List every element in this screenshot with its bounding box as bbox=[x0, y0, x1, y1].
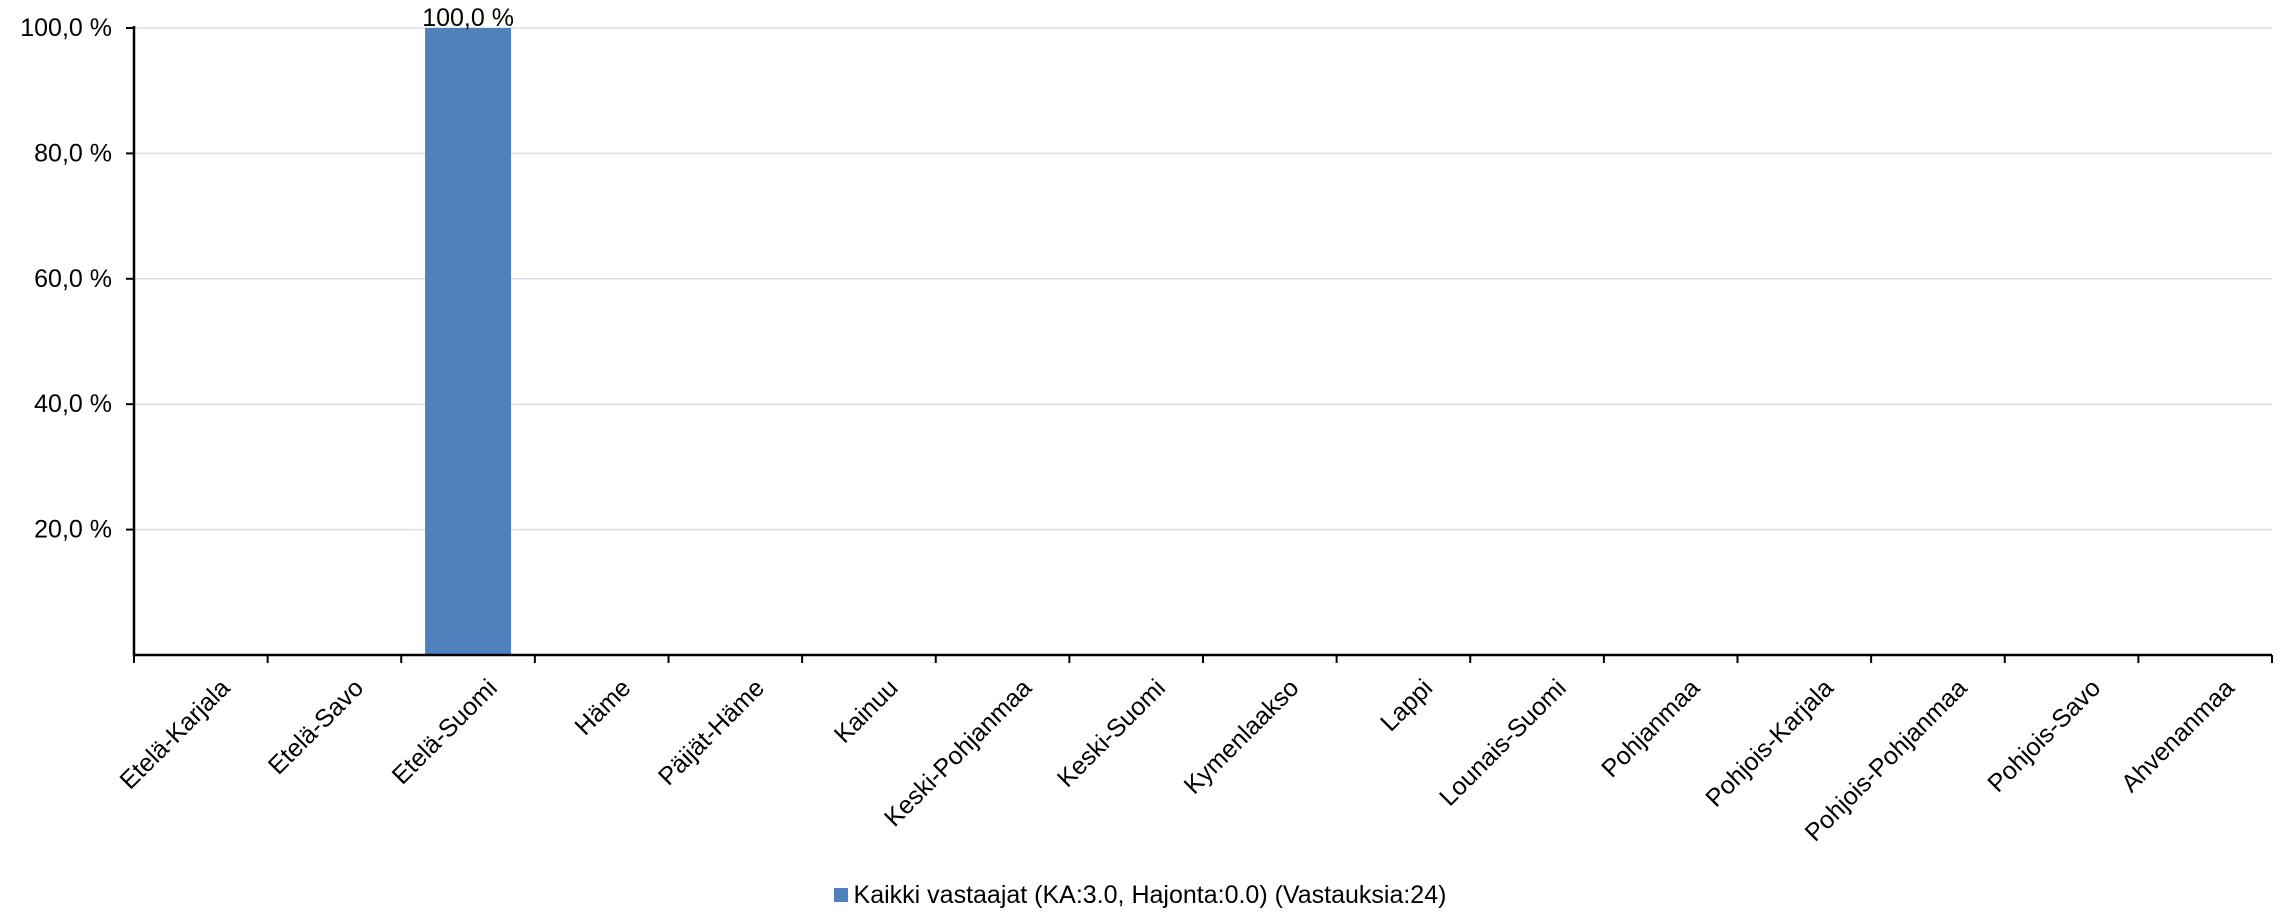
x-tick-label: Häme bbox=[569, 674, 636, 741]
x-tick-label: Kainuu bbox=[829, 674, 904, 749]
bars bbox=[425, 28, 512, 655]
x-tick-label: Pohjois-Savo bbox=[1982, 674, 2106, 798]
data-labels: 100,0 % bbox=[422, 4, 514, 32]
x-tick-label: Etelä-Savo bbox=[263, 674, 369, 780]
x-tick-label: Keski-Suomi bbox=[1052, 674, 1171, 793]
x-tick-labels: Etelä-Karjala Etelä-Savo Etelä-Suomi Häme Pä… bbox=[114, 674, 2239, 847]
y-tick-label: 20,0 % bbox=[34, 516, 112, 544]
y-tick-label: 80,0 % bbox=[34, 139, 112, 167]
data-label: 100,0 % bbox=[422, 4, 514, 32]
y-tick-labels: 20,0 % 40,0 % 60,0 % 80,0 % 100,0 % bbox=[20, 14, 112, 544]
x-tick-label: Ahvenanmaa bbox=[2116, 674, 2240, 798]
x-tick-label: Lappi bbox=[1375, 674, 1438, 737]
y-tick-label: 40,0 % bbox=[34, 390, 112, 418]
x-tick-label: Keski-Pohjanmaa bbox=[879, 674, 1037, 832]
x-tick-label: Etelä-Karjala bbox=[114, 674, 235, 795]
legend-label: Kaikki vastaajat (KA:3.0, Hajonta:0.0) (… bbox=[853, 880, 1447, 909]
x-tick-label: Pohjois-Karjala bbox=[1700, 674, 1839, 813]
x-tick-label: Pohjanmaa bbox=[1596, 674, 1705, 783]
bar bbox=[425, 28, 512, 655]
x-tick-label: Päijät-Häme bbox=[653, 674, 770, 791]
y-tick-label: 100,0 % bbox=[20, 14, 112, 42]
axes bbox=[126, 26, 2273, 663]
x-tick-label: Etelä-Suomi bbox=[387, 674, 503, 790]
x-tick-label: Lounais-Suomi bbox=[1434, 674, 1572, 812]
x-tick-label: Kymenlaakso bbox=[1179, 674, 1305, 800]
y-tick-label: 60,0 % bbox=[34, 265, 112, 293]
legend-swatch bbox=[833, 888, 848, 902]
legend: Kaikki vastaajat (KA:3.0, Hajonta:0.0) (… bbox=[0, 878, 2280, 912]
